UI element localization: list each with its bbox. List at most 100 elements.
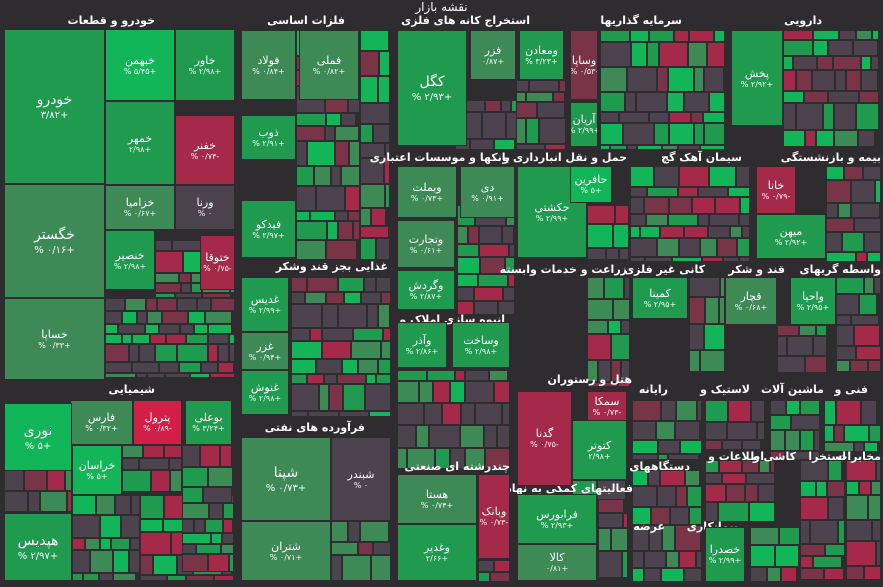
stock-tile-small[interactable]: [360, 30, 389, 51]
stock-tile-small[interactable]: [813, 40, 828, 56]
stock-tile-small[interactable]: [349, 141, 360, 166]
stock-tile-small[interactable]: [864, 566, 881, 580]
stock-tile-small[interactable]: [836, 360, 850, 372]
stock-tile-small[interactable]: [397, 403, 424, 425]
stock-tile-small[interactable]: [861, 70, 878, 91]
stock-tile-small[interactable]: [644, 197, 669, 214]
stock-tile-small[interactable]: [679, 551, 696, 568]
stock-tile-small[interactable]: [461, 403, 475, 425]
stock-tile-small[interactable]: [427, 370, 455, 381]
stock-tile-small[interactable]: [854, 442, 864, 452]
stock-tile[interactable]: فملی +۰/۸۲ %: [299, 30, 359, 100]
stock-tile-small[interactable]: [182, 445, 200, 467]
stock-tile-small[interactable]: [669, 197, 692, 214]
stock-tile-small[interactable]: [478, 560, 494, 572]
stock-tile-small[interactable]: [90, 550, 113, 573]
stock-tile-small[interactable]: [728, 400, 751, 422]
stock-tile-small[interactable]: [824, 425, 834, 442]
stock-tile-small[interactable]: [360, 124, 373, 143]
stock-tile-small[interactable]: [759, 460, 770, 473]
stock-tile-small[interactable]: [338, 221, 353, 240]
stock-tile-small[interactable]: [397, 370, 427, 381]
stock-tile-small[interactable]: [319, 384, 329, 411]
stock-tile-small[interactable]: [657, 238, 679, 257]
stock-tile-small[interactable]: [100, 515, 121, 538]
stock-tile-small[interactable]: [194, 519, 205, 533]
stock-tile-small[interactable]: [736, 166, 750, 187]
stock-tile[interactable]: آریان+۲/۹۹ %: [570, 102, 598, 147]
stock-tile-small[interactable]: [621, 360, 630, 382]
stock-tile[interactable]: غنوش +۲/۹۸ %: [241, 370, 289, 415]
stock-tile[interactable]: کگل +۲/۹۳ %: [397, 30, 467, 146]
stock-tile-small[interactable]: [587, 277, 604, 299]
stock-tile-small[interactable]: [342, 359, 358, 374]
stock-tile-small[interactable]: [805, 130, 816, 147]
stock-tile-small[interactable]: [871, 481, 881, 495]
stock-tile-small[interactable]: [640, 226, 660, 238]
stock-tile[interactable]: وتجارت +۰/۶۱ %: [397, 220, 455, 268]
stock-tile[interactable]: شتران +۰/۷۱ %: [241, 521, 331, 581]
stock-tile[interactable]: وآذر +۲/۸۶ %: [397, 322, 447, 368]
stock-tile-small[interactable]: [526, 118, 539, 144]
stock-tile-small[interactable]: [707, 42, 725, 67]
stock-tile-small[interactable]: [339, 411, 369, 417]
stock-tile-small[interactable]: [587, 320, 608, 334]
stock-tile-small[interactable]: [130, 538, 140, 550]
stock-tile-small[interactable]: [139, 458, 169, 470]
stock-tile-small[interactable]: [327, 221, 338, 240]
stock-tile-small[interactable]: [770, 430, 785, 451]
stock-tile-small[interactable]: [853, 40, 878, 56]
stock-tile-small[interactable]: [182, 519, 194, 533]
stock-tile-small[interactable]: [140, 555, 153, 575]
stock-tile-small[interactable]: [846, 541, 876, 566]
stock-tile[interactable]: ورنا ۰ %: [175, 185, 235, 230]
stock-tile-small[interactable]: [326, 240, 357, 260]
stock-tile-small[interactable]: [861, 56, 871, 70]
stock-tile-small[interactable]: [291, 359, 316, 374]
stock-tile-small[interactable]: [308, 411, 339, 417]
stock-tile-small[interactable]: [342, 555, 371, 581]
stock-tile-small[interactable]: [165, 373, 190, 378]
stock-tile-small[interactable]: [783, 40, 813, 56]
stock-tile-small[interactable]: [145, 324, 159, 334]
stock-tile-small[interactable]: [805, 356, 827, 373]
stock-tile-small[interactable]: [697, 400, 702, 421]
stock-tile-small[interactable]: [868, 495, 881, 520]
stock-tile-small[interactable]: [757, 422, 765, 440]
stock-tile-small[interactable]: [28, 491, 40, 512]
stock-tile-small[interactable]: [480, 257, 505, 274]
stock-tile-small[interactable]: [654, 123, 669, 145]
stock-tile-small[interactable]: [203, 487, 232, 503]
stock-tile-small[interactable]: [619, 112, 649, 123]
stock-tile-small[interactable]: [307, 374, 324, 384]
stock-tile-small[interactable]: [150, 334, 166, 344]
stock-tile-small[interactable]: [838, 203, 851, 218]
stock-tile-small[interactable]: [668, 67, 694, 92]
stock-tile[interactable]: فرابورس +۲/۹۳ %: [517, 494, 597, 544]
stock-tile-small[interactable]: [777, 336, 787, 356]
stock-tile-small[interactable]: [397, 425, 416, 448]
stock-tile-small[interactable]: [376, 238, 390, 260]
stock-tile-small[interactable]: [851, 180, 875, 203]
stock-tile[interactable]: غزر +۰/۹۴ %: [241, 332, 289, 370]
stock-tile-small[interactable]: [781, 567, 797, 582]
stock-tile-small[interactable]: [208, 467, 233, 487]
stock-tile-small[interactable]: [155, 293, 175, 298]
stock-tile[interactable]: وغدیر +۲/۶۶: [397, 524, 477, 581]
stock-tile-small[interactable]: [846, 566, 864, 580]
stock-tile-small[interactable]: [502, 403, 510, 425]
stock-tile-small[interactable]: [221, 544, 234, 554]
stock-tile-small[interactable]: [188, 311, 205, 324]
stock-tile-small[interactable]: [516, 92, 526, 102]
stock-tile-small[interactable]: [684, 226, 708, 238]
stock-tile-small[interactable]: [787, 336, 813, 356]
stock-tile-small[interactable]: [649, 112, 669, 123]
stock-tile[interactable]: شپنا +۰/۷۳ %: [241, 437, 331, 521]
stock-tile-small[interactable]: [864, 232, 881, 252]
stock-tile-small[interactable]: [700, 238, 717, 257]
stock-tile-small[interactable]: [146, 298, 157, 311]
stock-tile-small[interactable]: [210, 373, 235, 378]
stock-tile-small[interactable]: [649, 30, 674, 42]
stock-tile-small[interactable]: [296, 240, 326, 260]
stock-tile-small[interactable]: [779, 527, 800, 545]
